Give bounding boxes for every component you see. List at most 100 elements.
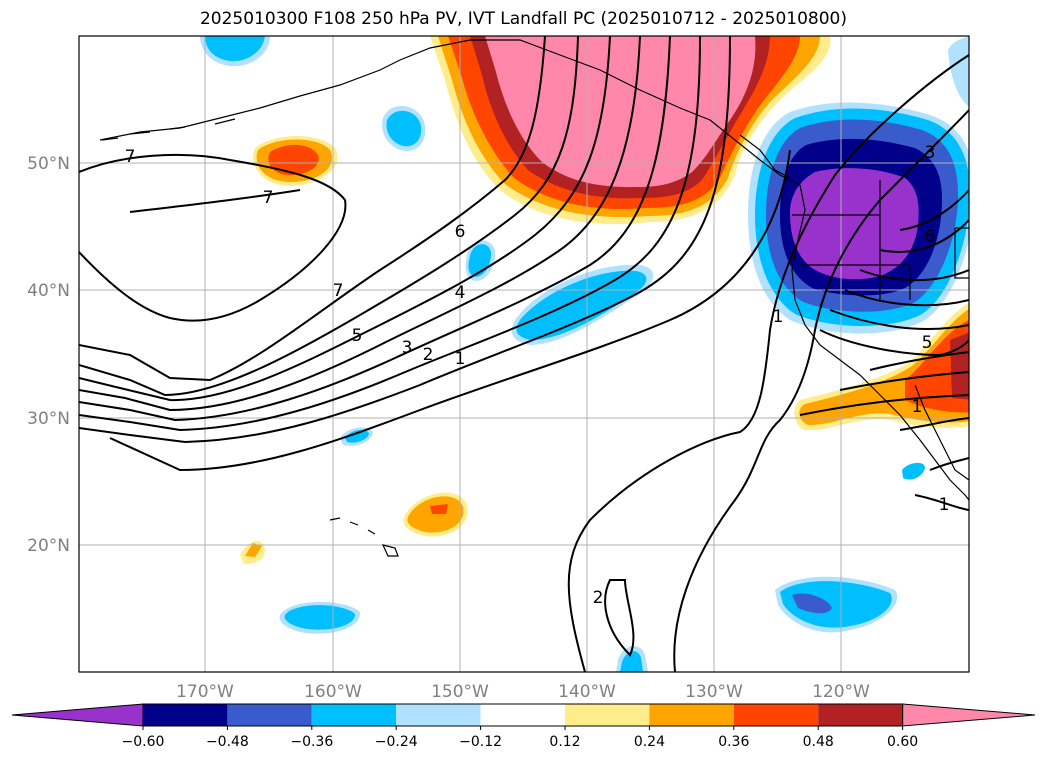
colorbar-tick-label: 0.24 [634, 734, 665, 750]
contour-east-3 [844, 289, 969, 307]
colorbar-segment [733, 704, 819, 726]
contour-7-inner [129, 189, 301, 213]
contour-se-4 [899, 417, 969, 431]
contour-label: 7 [263, 188, 274, 208]
contour-se-6 [929, 457, 969, 471]
small-negative-9 [902, 462, 925, 480]
contour-label: 1 [773, 307, 784, 327]
bc-coast [739, 134, 791, 179]
contour-se-1 [799, 394, 969, 416]
colorbar-extend-left [11, 703, 144, 727]
lat-label: 30°N [27, 409, 70, 429]
contour-5 [79, 36, 579, 397]
colorbar-tick-label: 0.48 [803, 734, 834, 750]
small-negative-5-inner [345, 429, 369, 443]
pacific-nw-coast [791, 184, 969, 501]
contour-label: 4 [455, 283, 466, 303]
contour-label: 5 [352, 326, 363, 346]
contour-0 [79, 36, 731, 444]
positive-anomaly-max [485, 36, 756, 188]
small-negative-2-inner [386, 110, 422, 147]
longitude-labels: 170°W 160°W 150°W 140°W 130°W 120°W [176, 682, 870, 702]
colorbar-segment [227, 704, 312, 726]
contour-east-4 [859, 269, 969, 282]
colorbar-segment [311, 704, 397, 726]
contour-1-south [567, 54, 969, 672]
colorbar-tick-label: −0.60 [122, 734, 165, 750]
contour-label: 1 [939, 495, 950, 515]
contour-se-3 [869, 351, 969, 371]
contour-6 [79, 36, 546, 382]
contour-labels: 7 7 7 6 5 4 3 2 1 1 2 3 6 5 1 1 [125, 143, 950, 608]
colorbar-tick-label: 0.36 [718, 734, 749, 750]
lat-label: 40°N [27, 281, 70, 301]
colorbar-tick-label: −0.36 [290, 734, 333, 750]
colorbar-segment [649, 704, 734, 726]
colorbar: −0.60 −0.48 −0.36 −0.24 −0.12 0.12 0.24 0.36 0.4… [11, 703, 1036, 750]
lat-label: 20°N [27, 536, 70, 556]
small-positive-1-core [268, 144, 319, 175]
colorbar-segment [143, 704, 228, 726]
colorbar-outline [142, 703, 904, 727]
lon-label: 150°W [431, 682, 489, 702]
latitude-labels: 50°N 40°N 30°N 20°N [27, 154, 70, 556]
colorbar-segment [818, 704, 903, 726]
contour-2-loop [604, 579, 635, 657]
colorbar-segment [565, 704, 650, 726]
contour-east-6 [899, 189, 969, 231]
colorbar-tick-label: 0.12 [549, 734, 580, 750]
contour-label: 3 [925, 143, 936, 163]
us-state-lines [792, 180, 911, 300]
colorbar-tick-label: 0.60 [887, 734, 918, 750]
ivt-contours [79, 36, 969, 672]
small-negative-8-inner [620, 651, 643, 672]
pc-shading [200, 36, 969, 672]
colorbar-tick-label: −0.24 [375, 734, 418, 750]
lon-label: 130°W [685, 682, 743, 702]
coastlines [99, 39, 969, 557]
contour-7-loop [79, 153, 347, 322]
negative-anomaly-060 [790, 168, 919, 280]
colorbar-segment [396, 704, 481, 726]
contour-label: 7 [333, 281, 344, 301]
map-title: 2025010300 F108 250 hPa PV, IVT Landfall… [199, 9, 847, 29]
contour-2-south [673, 109, 969, 672]
colorbar-tick-label: −0.12 [459, 734, 502, 750]
small-negative-1-inner [205, 36, 265, 62]
aleutians [101, 118, 236, 141]
gridlines [79, 36, 969, 672]
small-positive-3-inner [245, 543, 262, 557]
contour-label: 7 [125, 147, 136, 167]
positive-anomaly-south-060 [950, 332, 969, 400]
contour-2 [79, 36, 671, 422]
contour-label: 1 [455, 349, 466, 369]
lon-label: 160°W [304, 682, 362, 702]
contour-east-1 [819, 329, 969, 357]
alaska-coast [99, 39, 801, 186]
contour-low [109, 149, 791, 472]
lon-label: 140°W [558, 682, 616, 702]
lon-label: 120°W [812, 682, 870, 702]
small-positive-2-inner [407, 496, 464, 533]
small-negative-10 [948, 36, 969, 107]
small-positive-2-core [430, 504, 448, 514]
colorbar-segment [480, 704, 565, 726]
small-negative-7-inner [780, 581, 892, 628]
contour-label: 5 [922, 333, 933, 353]
map-frame [78, 35, 970, 673]
contour-4 [79, 36, 611, 402]
colorbar-extend-right [902, 703, 1036, 727]
contour-east-2 [829, 309, 969, 330]
small-negative-7-core [792, 593, 832, 614]
colorbar-tick-label: −0.48 [206, 734, 249, 750]
contour-1 [79, 36, 701, 432]
small-negative-6-inner [284, 605, 356, 630]
contour-label: 3 [402, 338, 413, 358]
contour-3 [79, 36, 641, 412]
lat-label: 50°N [27, 154, 70, 174]
baja-coast [914, 384, 969, 481]
small-negative-4-inner [516, 270, 647, 340]
contour-label: 6 [455, 222, 466, 242]
hawaii-islands [329, 517, 399, 557]
